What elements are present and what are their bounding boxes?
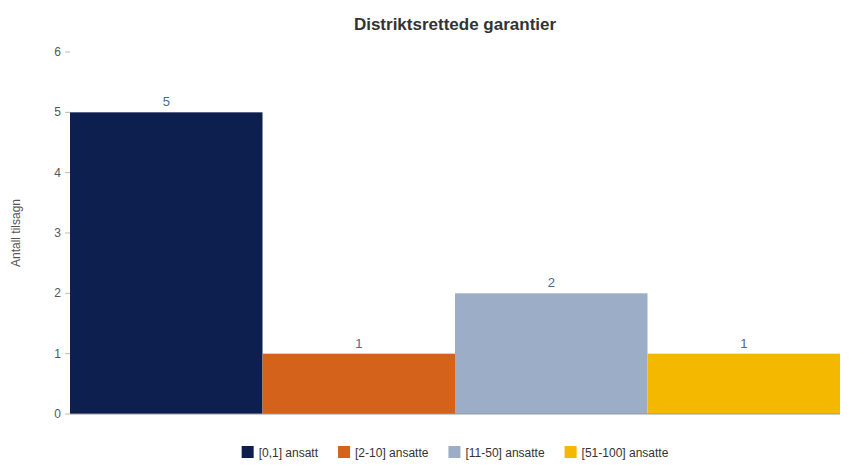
legend-item: [51-100] ansatte xyxy=(565,446,669,460)
legend: [0,1] ansatt [2-10] ansatte [11-50] ansatt… xyxy=(242,446,669,460)
legend-item: [0,1] ansatt xyxy=(242,446,319,460)
bar xyxy=(263,354,456,414)
chart-svg: Distriktsrettede garantier Antall tilsagn… xyxy=(0,0,864,476)
y-tick-label: 3 xyxy=(54,226,61,240)
bar xyxy=(648,354,841,414)
y-axis: 0 1 2 3 4 5 6 xyxy=(54,45,70,421)
data-label: 5 xyxy=(163,94,170,109)
y-tick xyxy=(65,293,70,294)
chart-container: Distriktsrettede garantier Antall tilsagn… xyxy=(0,0,864,476)
data-label: 1 xyxy=(355,336,362,351)
y-tick-label: 5 xyxy=(54,105,61,119)
y-tick xyxy=(65,52,70,53)
y-tick xyxy=(65,112,70,113)
baseline xyxy=(70,414,840,415)
data-label: 2 xyxy=(548,275,555,290)
legend-label: [2-10] ansatte xyxy=(355,446,429,460)
data-labels: 5 1 2 1 xyxy=(163,94,748,350)
legend-swatch xyxy=(448,446,460,458)
legend-label: [0,1] ansatt xyxy=(259,446,319,460)
legend-item: [11-50] ansatte xyxy=(448,446,544,460)
y-tick-label: 0 xyxy=(54,407,61,421)
legend-swatch xyxy=(565,446,577,458)
bar xyxy=(70,112,263,414)
y-tick-label: 6 xyxy=(54,45,61,59)
title: Distriktsrettede garantier xyxy=(354,15,557,34)
data-label: 1 xyxy=(740,336,747,351)
y-tick-label: 4 xyxy=(54,166,61,180)
y-tick xyxy=(65,414,70,415)
y-tick-label: 1 xyxy=(54,347,61,361)
y-tick xyxy=(65,172,70,173)
legend-item: [2-10] ansatte xyxy=(338,446,429,460)
y-tick-label: 2 xyxy=(54,286,61,300)
y-axis-label: Antall tilsagn xyxy=(9,199,23,267)
y-tick xyxy=(65,353,70,354)
legend-swatch xyxy=(242,446,254,458)
legend-label: [11-50] ansatte xyxy=(465,446,544,460)
bars xyxy=(70,112,840,414)
bar xyxy=(455,293,648,414)
y-tick xyxy=(65,233,70,234)
legend-swatch xyxy=(338,446,350,458)
legend-label: [51-100] ansatte xyxy=(582,446,669,460)
